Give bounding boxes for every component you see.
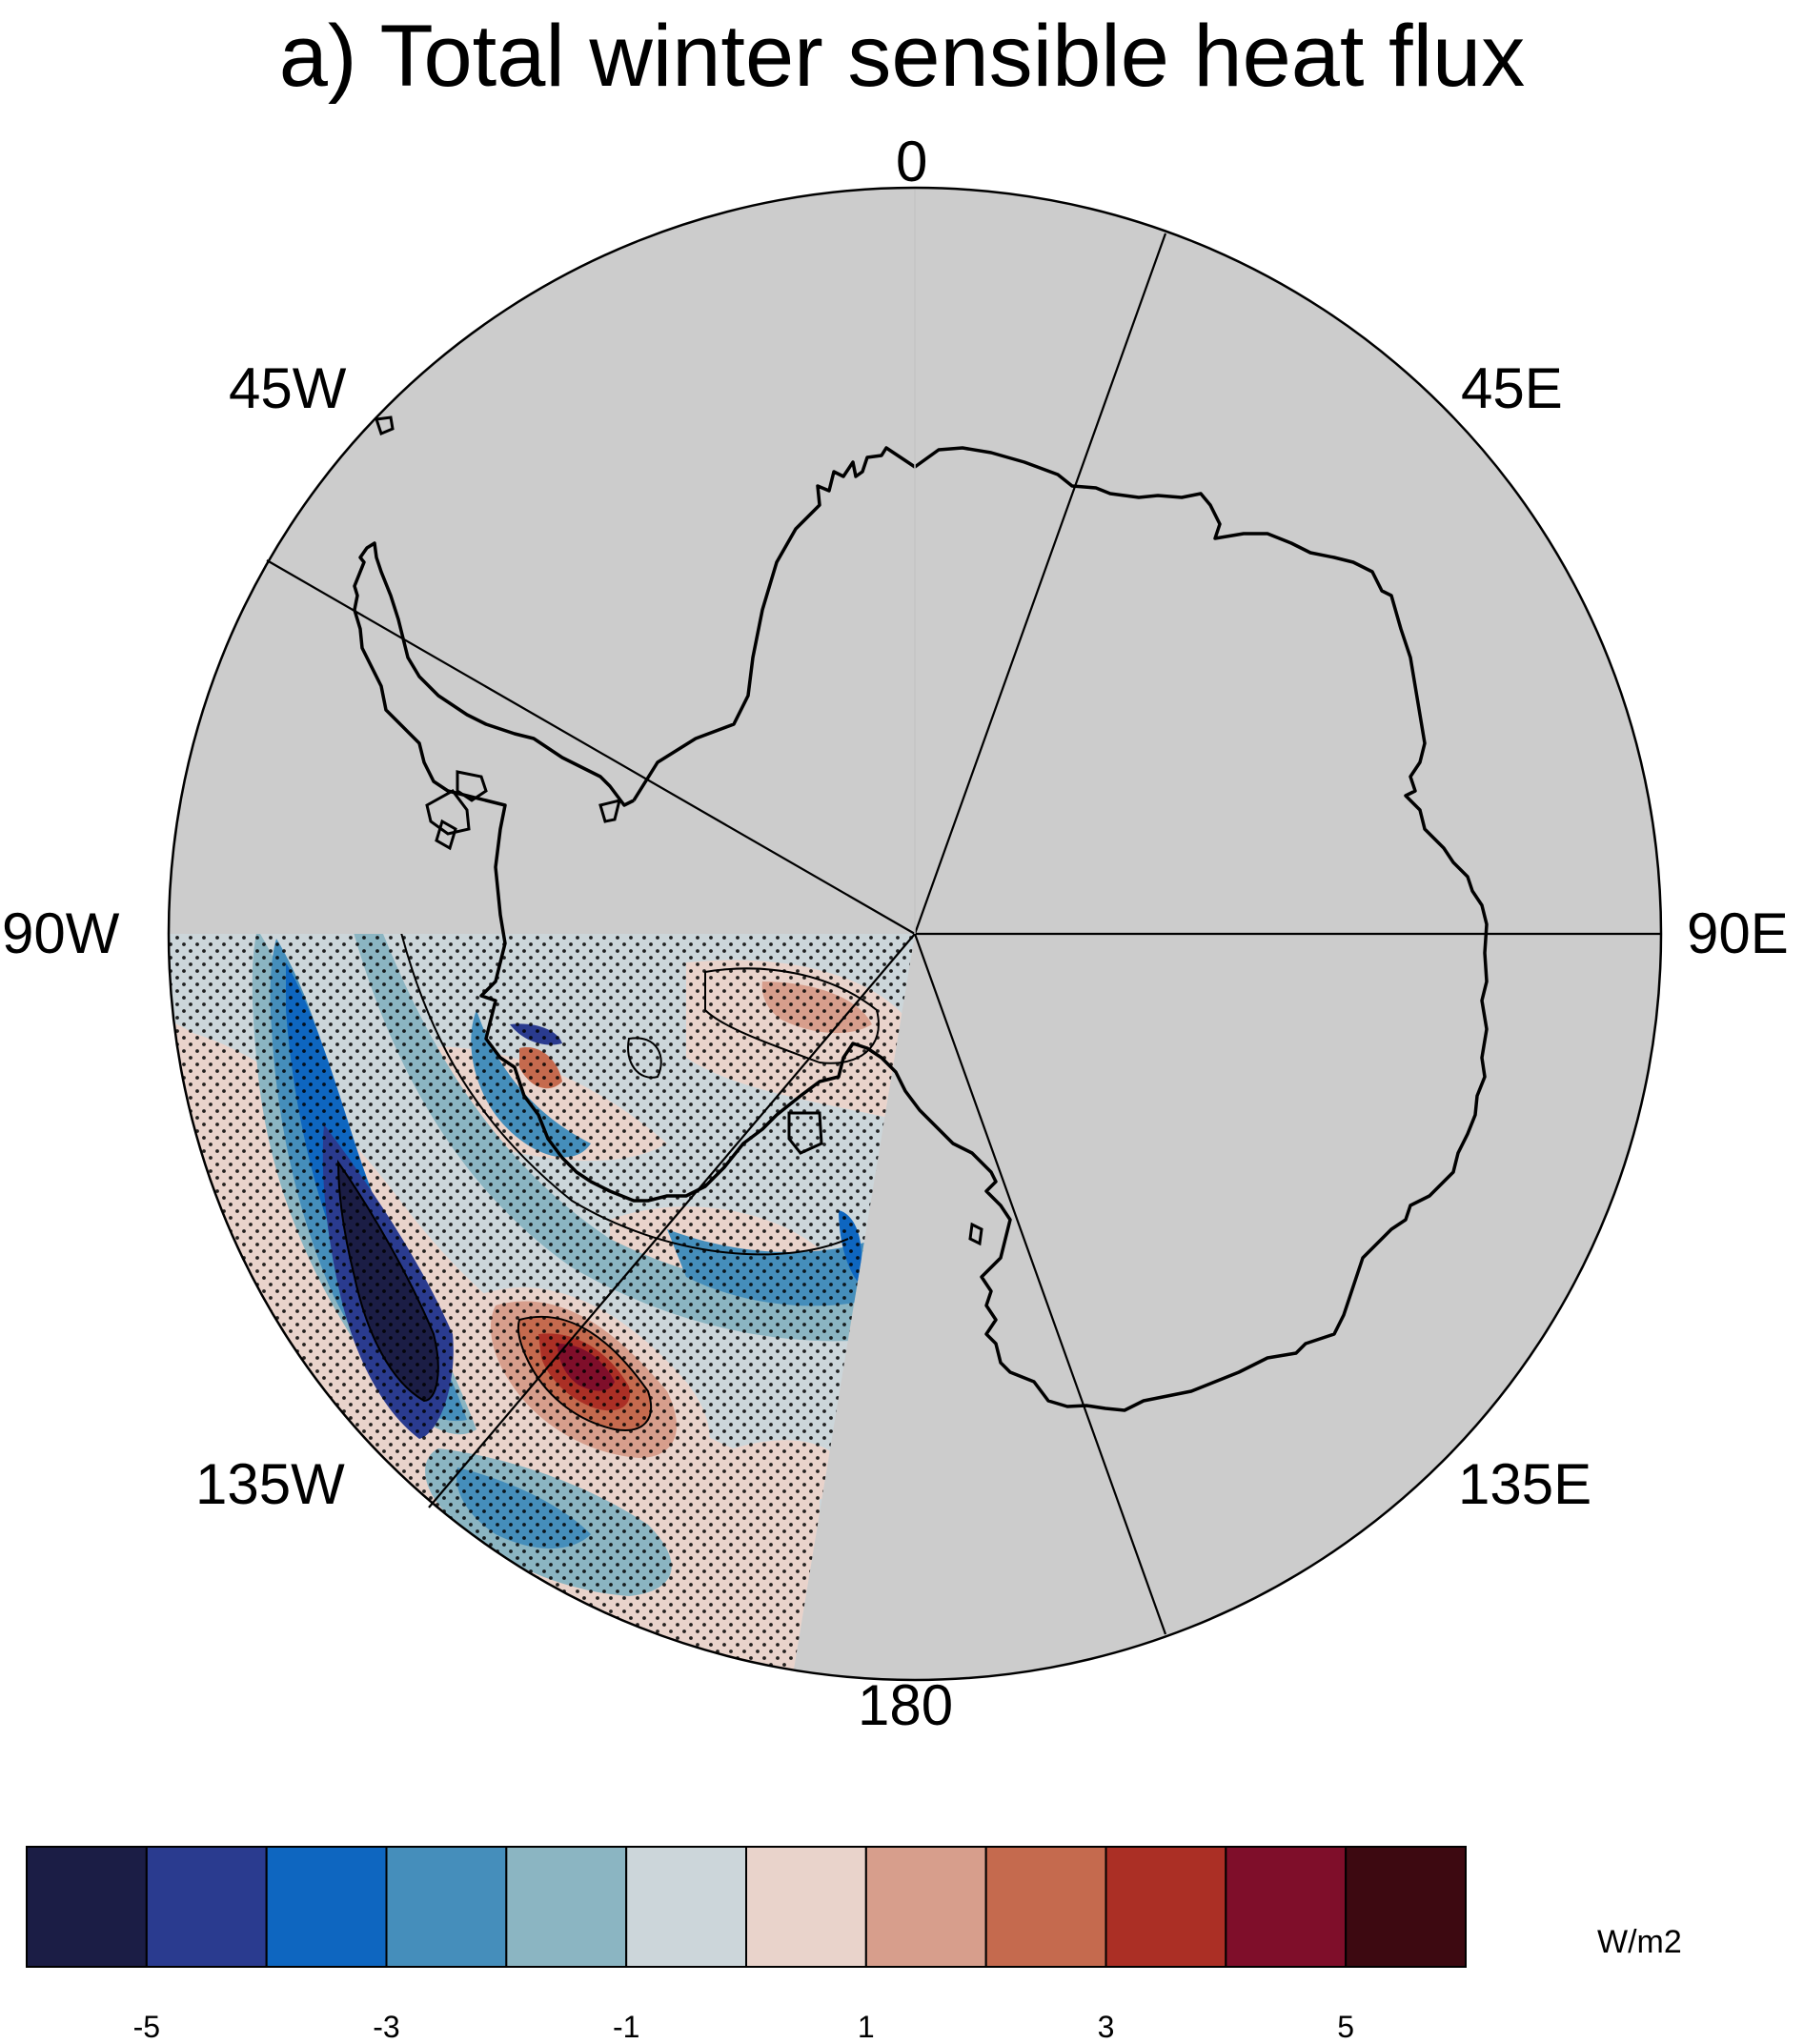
colorbar-box bbox=[1105, 1846, 1227, 1968]
colorbar-tick-label: -3 bbox=[373, 2010, 400, 2044]
colorbar-box bbox=[385, 1846, 508, 1968]
colorbar-tick-label: -5 bbox=[132, 2010, 161, 2044]
colorbar-tick-label: 1 bbox=[857, 2010, 875, 2044]
lon-label-90w: 90W bbox=[2, 901, 120, 965]
colorbar-box bbox=[984, 1846, 1107, 1968]
colorbar bbox=[26, 1846, 1468, 1968]
lon-label-135w: 135W bbox=[195, 1452, 345, 1516]
lon-label-90e: 90E bbox=[1687, 901, 1789, 965]
colorbar-box bbox=[26, 1846, 148, 1968]
lon-label-45w: 45W bbox=[229, 356, 347, 420]
colorbar-tick-label: 5 bbox=[1337, 2010, 1355, 2044]
colorbar-box bbox=[265, 1846, 388, 1968]
lon-label-180: 180 bbox=[858, 1673, 954, 1737]
colorbar-box bbox=[625, 1846, 747, 1968]
lon-label-0: 0 bbox=[896, 130, 928, 193]
lon-label-135e: 135E bbox=[1458, 1452, 1592, 1516]
flux-data-sector bbox=[169, 934, 915, 1680]
lon-label-45e: 45E bbox=[1461, 356, 1563, 420]
antarctica-coastline bbox=[353, 446, 1489, 1412]
colorbar-box bbox=[864, 1846, 987, 1968]
colorbar-box bbox=[505, 1846, 628, 1968]
colorbar-box bbox=[1225, 1846, 1348, 1968]
colorbar-tick-label: 3 bbox=[1097, 2010, 1115, 2044]
colorbar-box bbox=[745, 1846, 867, 1968]
colorbar-box bbox=[145, 1846, 268, 1968]
figure-title: a) Total winter sensible heat flux bbox=[278, 8, 1526, 105]
colorbar-box bbox=[1345, 1846, 1468, 1968]
colorbar-tick-label: -1 bbox=[612, 2010, 640, 2044]
meridian-lines bbox=[266, 233, 1661, 1635]
island-outlines bbox=[375, 415, 983, 1246]
colorbar-unit: W/m2 bbox=[1597, 1924, 1682, 1960]
map-border bbox=[167, 186, 1663, 1682]
